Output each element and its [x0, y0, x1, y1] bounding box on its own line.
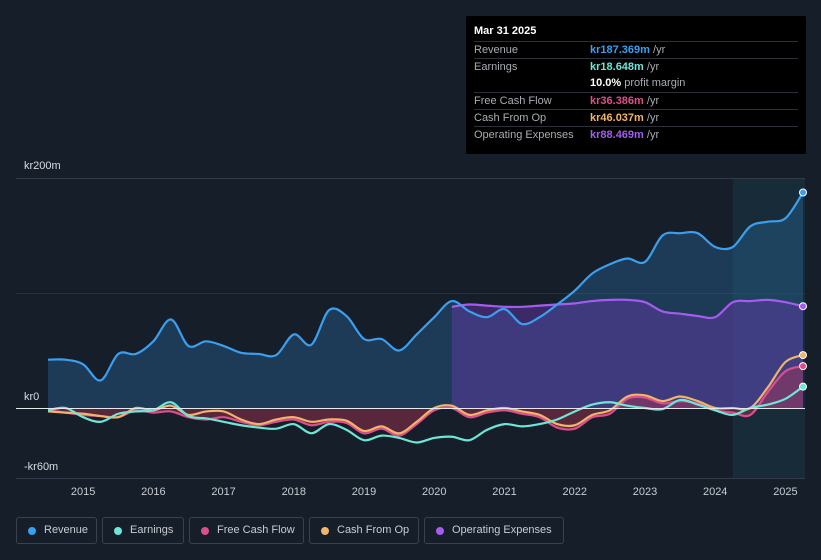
x-tick-label: 2023 — [633, 486, 657, 498]
legend-item-operating-expenses[interactable]: Operating Expenses — [424, 517, 564, 544]
x-tick-label: 2015 — [71, 486, 95, 498]
cash-from-op-line — [47, 354, 804, 435]
tooltip-label: Free Cash Flow — [474, 95, 552, 107]
tooltip-value: kr18.648m /yr — [590, 61, 660, 73]
legend-item-cash-from-op[interactable]: Cash From Op — [309, 517, 419, 544]
tooltip-value: 10.0% profit margin — [590, 77, 686, 89]
legend-label: Revenue — [44, 524, 89, 536]
x-tick-label: 2022 — [563, 486, 587, 498]
earnings-endpoint — [799, 382, 807, 391]
x-tick-label: 2020 — [422, 486, 446, 498]
tooltip-value: kr46.037m /yr — [590, 112, 660, 124]
operating-expenses-line — [451, 298, 804, 320]
tooltip-row-fcf: Free Cash Flow kr36.386m /yr — [474, 92, 798, 109]
revenue-line — [47, 191, 804, 382]
legend-label: Operating Expenses — [452, 524, 552, 536]
y-tick-label-zero: kr0 — [24, 391, 40, 403]
legend-item-revenue[interactable]: Revenue — [16, 517, 97, 544]
legend-label: Earnings — [130, 524, 174, 536]
x-tick-label: 2024 — [703, 486, 727, 498]
legend-dot-icon — [321, 527, 329, 535]
legend-dot-icon — [436, 527, 444, 535]
revenue-area — [48, 192, 803, 408]
legend-dot-icon — [201, 527, 209, 535]
y-tick-label-bottom: -kr60m — [24, 461, 59, 473]
data-tooltip: Mar 31 2025 Revenue kr187.369m /yr Earni… — [466, 16, 806, 154]
tooltip-value: kr88.469m /yr — [590, 129, 660, 141]
legend-dot-icon — [28, 527, 36, 535]
legend-item-free-cash-flow[interactable]: Free Cash Flow — [189, 517, 304, 544]
x-tick-label: 2017 — [211, 486, 235, 498]
tooltip-label: Earnings — [474, 61, 518, 73]
legend-dot-icon — [114, 527, 122, 535]
tooltip-label: Cash From Op — [474, 112, 547, 124]
cash-from-op-endpoint — [799, 351, 807, 360]
free-cash-flow-endpoint — [799, 362, 807, 371]
tooltip-value: kr187.369m /yr — [590, 44, 666, 56]
earnings-line — [47, 385, 804, 444]
x-tick-label: 2016 — [141, 486, 165, 498]
tooltip-row-earnings: Earnings kr18.648m /yr — [474, 58, 798, 75]
tooltip-row-margin: 10.0% profit margin — [474, 75, 798, 91]
x-tick-label: 2018 — [282, 486, 306, 498]
legend-item-earnings[interactable]: Earnings — [102, 517, 184, 544]
tooltip-row-cfo: Cash From Op kr46.037m /yr — [474, 109, 798, 126]
revenue-endpoint — [799, 188, 807, 197]
tooltip-row-opex: Operating Expenses kr88.469m /yr — [474, 126, 798, 143]
forecast-shade — [732, 178, 805, 478]
operating-expenses-area — [451, 299, 803, 408]
tooltip-date: Mar 31 2025 — [474, 25, 537, 37]
y-tick-label-top: kr200m — [24, 160, 61, 172]
tooltip-label: Operating Expenses — [474, 129, 574, 141]
legend-label: Free Cash Flow — [217, 524, 295, 536]
tooltip-row-revenue: Revenue kr187.369m /yr — [474, 41, 798, 58]
operating-expenses-endpoint — [799, 302, 807, 311]
x-tick-label: 2019 — [352, 486, 376, 498]
legend-label: Cash From Op — [337, 524, 410, 536]
tooltip-label: Revenue — [474, 44, 519, 56]
x-tick-label: 2021 — [492, 486, 516, 498]
tooltip-value: kr36.386m /yr — [590, 95, 660, 107]
x-tick-label: 2025 — [773, 486, 797, 498]
